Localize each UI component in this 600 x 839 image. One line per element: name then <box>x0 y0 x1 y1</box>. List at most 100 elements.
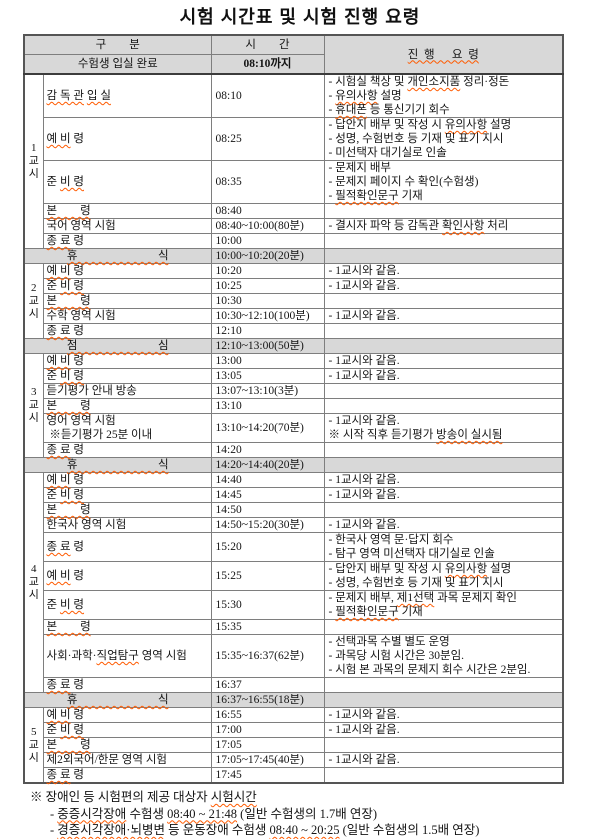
notes-cell: - 답안지 배부 및 작성 시 유의사항 설명 - 성명, 수험번호 등 기재 및… <box>323 117 564 161</box>
notes-cell: - 1교시와 같음. <box>323 707 564 723</box>
event-name-cell: 예 비 령 <box>42 707 212 723</box>
schedule-row: 종 료 령 15:20- 한국사 영역 문·답지 회수 - 탐구 영역 미선택자 대… <box>24 532 564 562</box>
schedule-row: 본 령 17:05 <box>24 737 564 753</box>
event-name-cell: 예 비 령 <box>42 117 212 161</box>
break-name-cell: 점 심 <box>23 338 212 354</box>
schedule-row: 준 비 령 15:30- 문제지 배부, 제1선택 과목 문제지 확인 - 필적확인… <box>24 590 564 620</box>
event-time-cell: 17:00 <box>210 722 325 738</box>
event-name-cell: 종 료 령 <box>42 233 212 249</box>
notes-cell: - 1교시와 같음. <box>323 472 564 488</box>
notes-cell: - 1교시와 같음. <box>323 263 564 279</box>
break-notes-cell <box>323 692 564 708</box>
note-line: - 1교시와 같음. <box>328 754 400 766</box>
event-name-cell: 본 령 <box>42 398 212 414</box>
break-time-cell: 14:20~14:40(20분) <box>210 457 325 473</box>
event-name-cell: 준 비 령 <box>42 722 212 738</box>
event-name-cell: 준 비 령 <box>42 278 212 294</box>
schedule-row: 종 료 령 17:45 <box>24 767 564 784</box>
event-time-cell: 13:00 <box>210 353 325 369</box>
notes-cell <box>323 293 564 309</box>
break-name-cell: 휴 식 <box>23 457 212 473</box>
event-time-cell: 14:40 <box>210 472 325 488</box>
header-col-group: 구 분 <box>23 34 212 55</box>
break-name-cell: 휴 식 <box>23 248 212 264</box>
schedule-row: 듣기평가 안내 방송 13:07~13:10(3분) <box>24 383 564 399</box>
event-name-cell: 준 비 령 <box>42 590 212 620</box>
event-time-cell: 10:30~12:10(100분) <box>210 308 325 324</box>
schedule-row: 준 비 령 17:00- 1교시와 같음. <box>24 722 564 738</box>
event-name-cell: 한국사 영역 시험 <box>42 517 212 533</box>
event-time-cell: 15:35~16:37(62분) <box>210 634 325 678</box>
event-time-cell: 17:05~17:45(40분) <box>210 752 325 768</box>
schedule-row: 예 비 령 08:25- 답안지 배부 및 작성 시 유의사항 설명 - 성명, 수… <box>24 117 564 161</box>
schedule-row: 제2외국어/한문 영역 시험 17:05~17:45(40분) - 1교시와 같음. <box>24 752 564 768</box>
note-line: - 과목당 시험 시간은 30분임. <box>328 650 465 662</box>
schedule-row: 본 령 15:35 <box>24 619 564 635</box>
event-name-cell: 준 비 령 <box>42 368 212 384</box>
event-name-cell: 본 령 <box>42 502 212 518</box>
note-line: - 한국사 영역 문·답지 회수 <box>328 534 454 546</box>
note-line: - 시험 본 과목의 문제지 회수 시간은 2분임. <box>328 664 531 676</box>
event-name-cell: 준 비 령 <box>42 487 212 503</box>
note-line: - 1교시와 같음. <box>328 280 400 292</box>
event-name-cell: 종 료 령 <box>42 442 212 458</box>
note-line: - 문제지 페이지 수 확인(수험생) <box>328 176 479 188</box>
notes-cell: - 1교시와 같음. <box>323 722 564 738</box>
notes-cell: - 결시자 파악 등 감독관 확인사항 처리 <box>323 218 564 234</box>
event-time-cell: 12:10 <box>210 323 325 339</box>
notes-cell <box>323 383 564 399</box>
event-name-cell: 예 비 령 <box>42 353 212 369</box>
event-time-cell: 08:35 <box>210 160 325 204</box>
event-time-cell: 13:10 <box>210 398 325 414</box>
event-time-cell: 16:37 <box>210 677 325 693</box>
event-time-cell: 17:05 <box>210 737 325 753</box>
notes-cell: - 1교시와 같음. <box>323 353 564 369</box>
note-line: - 1교시와 같음. <box>328 474 400 486</box>
note-line: - 필적확인문구 기재 <box>328 606 423 618</box>
event-name-cell: 본 령 <box>42 203 212 219</box>
break-notes-cell <box>323 457 564 473</box>
header-row-entry: 수험생 입실 완료 08:10까지 <box>23 54 563 75</box>
note-line: - 유의사항 설명 <box>328 90 402 102</box>
schedule-row: 종 료 령 10:00 <box>24 233 564 249</box>
event-name-cell: 사회·과학·직업탐구 영역 시험 <box>42 634 212 678</box>
page-title: 시험 시간표 및 시험 진행 요령 <box>179 7 421 27</box>
timetable-header: 구 분 시 간 진 행 요 령 수험생 입실 완료 08:10까지 <box>23 34 564 75</box>
event-time-cell: 08:40~10:00(80분) <box>210 218 325 234</box>
note-line: - 성명, 수험번호 등 기재 및 표기 지시 <box>328 577 504 589</box>
event-time-cell: 10:25 <box>210 278 325 294</box>
event-time-cell: 14:50 <box>210 502 325 518</box>
event-name-cell: 본 령 <box>42 737 212 753</box>
note-line: - 휴대폰 등 통신기기 회수 <box>328 104 450 116</box>
schedule-row: 본 령 13:10 <box>24 398 564 414</box>
break-time-cell: 16:37~16:55(18분) <box>210 692 325 708</box>
schedule-row: 종 료 령 16:37 <box>24 677 564 693</box>
event-time-cell: 15:20 <box>210 532 325 562</box>
event-time-cell: 08:40 <box>210 203 325 219</box>
event-time-cell: 10:30 <box>210 293 325 309</box>
schedule-row: 수학 영역 시험 10:30~12:10(100분) - 1교시와 같음. <box>24 308 564 324</box>
note-line: - 시험실 책상 및 개인소지품 정리·정돈 <box>328 76 510 88</box>
schedule-row: 준 비 령 10:25- 1교시와 같음. <box>24 278 564 294</box>
break-time-cell: 10:00~10:20(20분) <box>210 248 325 264</box>
event-name-cell: 종 료 령 <box>42 677 212 693</box>
event-name-cell: 예 비 령 <box>42 263 212 279</box>
event-name-cell: 종 료 령 <box>42 323 212 339</box>
schedule-row: 준 비 령 14:45- 1교시와 같음. <box>24 487 564 503</box>
schedule-row: 종 료 령 14:20 <box>24 442 564 458</box>
note-line: ※ 시작 직후 듣기평가 방송이 실시됨 <box>328 429 503 441</box>
event-name-cell: 본 령 <box>42 293 212 309</box>
schedule-row: 준 비 령 08:35- 문제지 배부 - 문제지 페이지 수 확인(수험생) - 필… <box>24 160 564 204</box>
note-line: - 필적확인문구 기재 <box>328 190 423 202</box>
footnote-heading: ※ 장애인 등 시험편의 제공 대상자 시험시간 <box>30 790 257 804</box>
break-row: 점 심 12:10~13:00(50분) <box>23 338 564 354</box>
break-time-cell: 12:10~13:00(50분) <box>210 338 325 354</box>
note-line: - 문제지 배부, 제1선택 과목 문제지 확인 <box>328 592 517 604</box>
notes-cell <box>323 619 564 635</box>
